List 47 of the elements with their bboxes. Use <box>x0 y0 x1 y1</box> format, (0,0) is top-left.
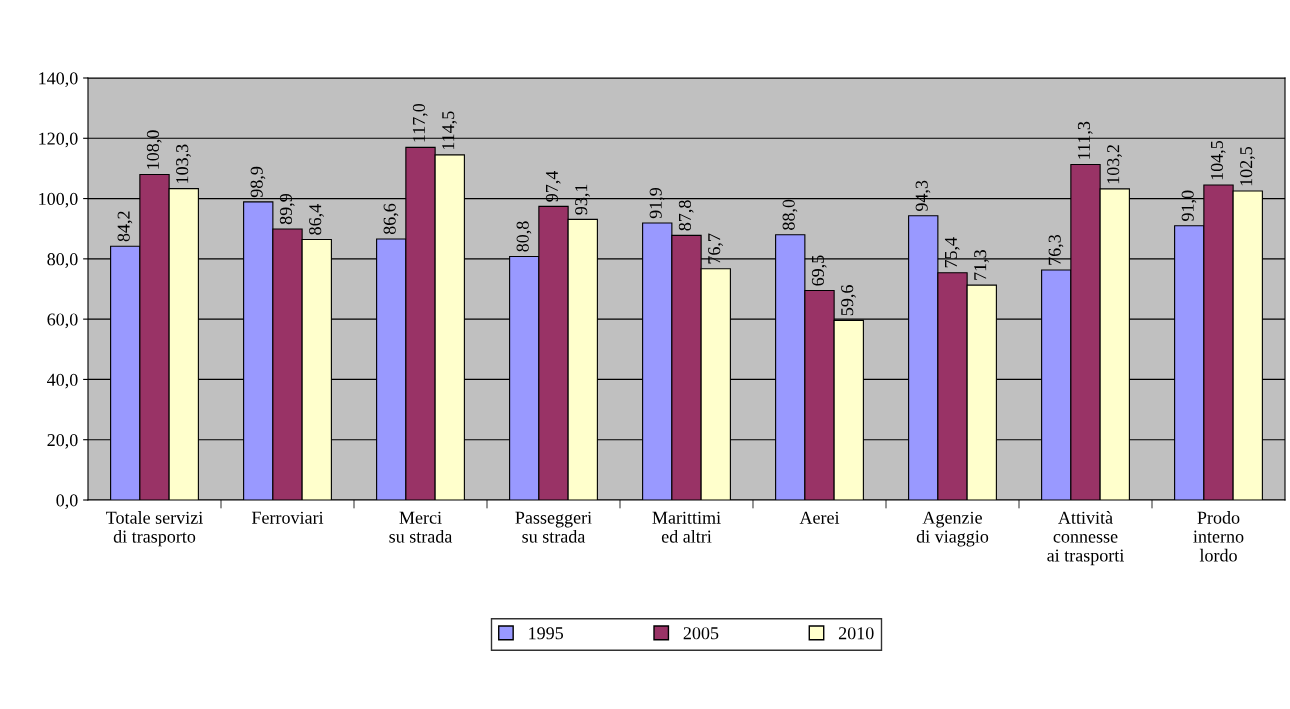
legend-label: 2010 <box>838 627 874 640</box>
data-label: 87,8 <box>678 200 694 231</box>
data-label: 84,2 <box>117 211 133 242</box>
y-tick-label: 80,0 <box>47 253 78 268</box>
data-label: 102,5 <box>1240 146 1255 186</box>
data-label: 71,3 <box>974 250 989 280</box>
data-label: 89,9 <box>279 193 295 225</box>
x-tick-label: Merci su strada <box>389 511 453 543</box>
data-label: 76,3 <box>1048 234 1064 265</box>
data-label: 108,0 <box>146 130 162 169</box>
y-tick-label: 120,0 <box>39 132 78 148</box>
data-label: 80,8 <box>516 221 532 252</box>
data-label: 86,6 <box>383 203 399 235</box>
x-tick-label: Marittimi ed altri <box>652 511 721 543</box>
data-label: 117,0 <box>412 103 428 142</box>
y-tick-label: 0,0 <box>56 494 78 510</box>
legend-label: 2005 <box>683 627 719 640</box>
data-label: 91,0 <box>1181 190 1197 221</box>
data-label: 75,4 <box>944 237 960 268</box>
y-tick-label: 140,0 <box>39 72 78 88</box>
x-tick-label: Agenzie di viaggio <box>916 511 989 547</box>
x-tick-label: Aerei <box>799 511 840 524</box>
y-tick-label: 60,0 <box>47 313 78 329</box>
y-tick-label: 100,0 <box>39 192 78 208</box>
y-tick-label: 20,0 <box>47 433 78 449</box>
legend-label: 1995 <box>529 627 564 640</box>
data-label: 69,5 <box>811 255 827 286</box>
data-label: 103,2 <box>1107 145 1122 184</box>
x-tick-label: Totale servizi di trasporto <box>106 511 203 547</box>
data-label: 98,9 <box>250 166 266 198</box>
data-label: 76,7 <box>708 233 723 264</box>
data-label: 93,1 <box>575 184 590 215</box>
data-label: 114,5 <box>442 111 457 150</box>
data-label: 86,4 <box>309 204 324 235</box>
data-label: 104,5 <box>1210 140 1226 180</box>
x-tick-label: Attività connesse ai trasporti <box>1047 511 1125 566</box>
data-label: 111,3 <box>1077 121 1093 159</box>
x-tick-label: Passeggeri su strada <box>515 511 592 543</box>
data-label: 88,0 <box>782 199 798 230</box>
data-label: 91,9 <box>649 187 665 219</box>
data-label: 59,6 <box>841 285 856 316</box>
data-label: 103,3 <box>176 144 191 183</box>
x-tick-label: Prodo interno lordo <box>1193 511 1244 562</box>
data-label: 94,3 <box>915 180 931 212</box>
data-label: 97,4 <box>545 170 561 202</box>
y-tick-label: 40,0 <box>47 373 78 389</box>
x-tick-label: Ferroviari <box>251 511 324 524</box>
